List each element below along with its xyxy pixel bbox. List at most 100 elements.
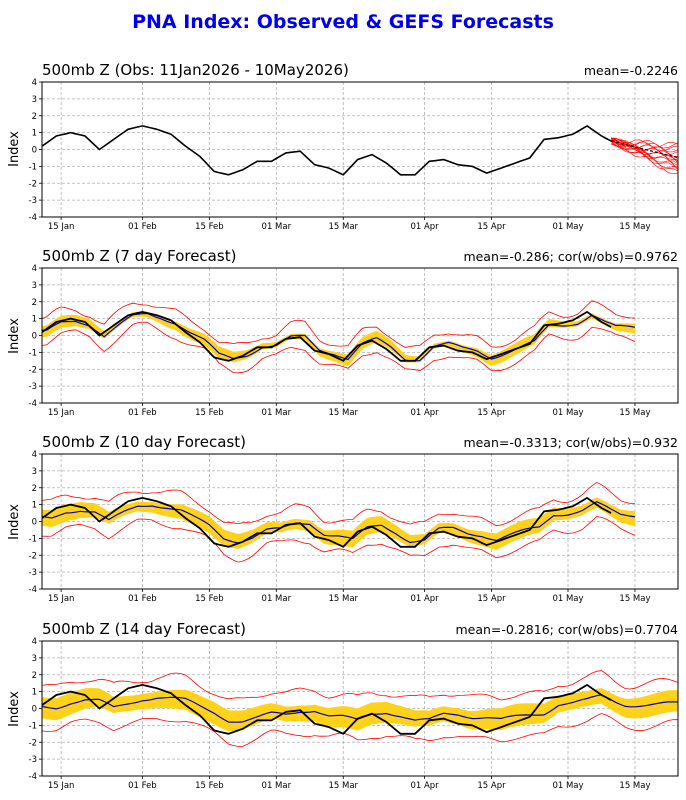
panel-title: 500mb Z (Obs: 11Jan2026 - 10May2026)	[42, 61, 349, 79]
x-tick-label: 15 Mar	[328, 781, 358, 791]
y-axis-label: Index	[7, 131, 22, 167]
plot-area: 4 3 2 1 0 -1 -2 -3 -4 15 Jan 01 Feb 15 Feb 01 Mar 15 …	[29, 78, 679, 232]
member-line	[610, 139, 679, 161]
x-tick-label: 01 May	[552, 408, 583, 418]
max-line	[41, 481, 635, 527]
y-tick-label: 2	[32, 484, 37, 494]
member-line	[610, 143, 679, 169]
x-tick-label: 15 Apr	[477, 781, 506, 791]
x-tick-label: 15 Jan	[48, 408, 75, 418]
x-tick-label: 01 Apr	[410, 222, 439, 232]
x-tick-label: 15 Apr	[477, 594, 506, 604]
y-tick-label: 1	[32, 315, 37, 325]
x-tick-label: 01 Mar	[262, 594, 292, 604]
panel-7day: 500mb Z (7 day Forecast) mean=-0.286; co…	[7, 247, 679, 418]
y-tick-label: -4	[29, 585, 37, 595]
y-tick-label: 3	[32, 281, 37, 291]
y-tick-label: -2	[29, 551, 37, 561]
y-tick-label: -2	[29, 179, 37, 189]
y-tick-label: 4	[32, 637, 37, 647]
min-line	[41, 516, 636, 563]
x-tick-label: 15 Apr	[477, 222, 506, 232]
y-tick-label: 1	[32, 688, 37, 698]
y-tick-label: -3	[29, 755, 37, 765]
forecast-mean-line	[610, 140, 679, 159]
y-tick-label: -2	[29, 365, 37, 375]
plot-area: 4 3 2 1 0 -1 -2 -3 -4 15 Jan 01 Feb 15 Feb 01 Mar 15 …	[29, 450, 679, 604]
panel-stats: mean=-0.2816; cor(w/obs)=0.7704	[455, 622, 678, 637]
member-line	[610, 141, 679, 163]
y-tick-label: 4	[32, 450, 37, 460]
y-axis-label: Index	[7, 504, 22, 540]
x-tick-label: 01 May	[552, 594, 583, 604]
panel-stats: mean=-0.2246	[584, 63, 678, 78]
x-tick-label: 01 Apr	[410, 594, 439, 604]
x-tick-label: 15 May	[619, 222, 650, 232]
observed-line	[41, 124, 612, 176]
y-tick-label: -2	[29, 738, 37, 748]
x-tick-label: 01 Feb	[128, 594, 157, 604]
member-line	[610, 138, 679, 164]
member-line	[611, 137, 679, 149]
x-tick-label: 01 Feb	[128, 222, 157, 232]
x-tick-label: 15 Feb	[195, 781, 224, 791]
min-line	[41, 713, 679, 747]
ensemble-mean-line	[41, 501, 636, 544]
figure-title: PNA Index: Observed & GEFS Forecasts	[132, 11, 554, 33]
observed-line	[41, 310, 612, 362]
y-tick-label: 2	[32, 671, 37, 681]
x-tick-label: 01 Apr	[410, 408, 439, 418]
x-tick-label: 15 Jan	[48, 222, 75, 232]
x-tick-label: 15 Mar	[328, 408, 358, 418]
y-axis-label: Index	[7, 691, 22, 727]
plot-area: 4 3 2 1 0 -1 -2 -3 -4 15 Jan 01 Feb 15 Feb 01 Mar 15 …	[29, 637, 679, 791]
x-tick-label: 01 May	[552, 781, 583, 791]
x-tick-label: 15 Mar	[328, 594, 358, 604]
max-line	[41, 670, 679, 701]
panel-title: 500mb Z (7 day Forecast)	[42, 247, 236, 265]
y-tick-label: 3	[32, 467, 37, 477]
x-tick-label: 15 Apr	[477, 408, 506, 418]
x-tick-label: 01 Apr	[410, 781, 439, 791]
x-tick-label: 01 May	[552, 222, 583, 232]
y-tick-label: 2	[32, 298, 37, 308]
observed-line	[41, 683, 612, 735]
y-tick-label: 4	[32, 264, 37, 274]
x-tick-label: 01 Mar	[262, 781, 292, 791]
y-tick-label: -1	[29, 348, 37, 358]
spread-band	[42, 311, 635, 367]
y-tick-label: -1	[29, 534, 37, 544]
y-tick-label: -1	[29, 721, 37, 731]
y-tick-label: 0	[32, 332, 37, 342]
x-tick-label: 01 Feb	[128, 408, 157, 418]
min-line	[41, 321, 636, 374]
x-tick-label: 15 Jan	[48, 594, 75, 604]
x-tick-label: 15 Feb	[195, 408, 224, 418]
x-tick-label: 15 May	[619, 781, 650, 791]
x-tick-label: 15 May	[619, 408, 650, 418]
y-tick-label: 4	[32, 78, 37, 88]
y-tick-label: -3	[29, 196, 37, 206]
x-tick-label: 15 Feb	[195, 222, 224, 232]
y-tick-label: 2	[32, 112, 37, 122]
y-tick-label: -3	[29, 382, 37, 392]
x-tick-label: 01 Feb	[128, 781, 157, 791]
max-line	[41, 300, 636, 348]
y-tick-label: -4	[29, 399, 37, 409]
panel-stats: mean=-0.286; cor(w/obs)=0.9762	[463, 249, 678, 264]
x-tick-label: 15 Feb	[195, 594, 224, 604]
member-line	[610, 140, 679, 170]
y-tick-label: -4	[29, 772, 37, 782]
y-tick-label: 0	[32, 146, 37, 156]
x-tick-label: 15 May	[619, 594, 650, 604]
y-tick-label: 0	[32, 518, 37, 528]
panel-stats: mean=-0.3313; cor(w/obs)=0.932	[463, 435, 678, 450]
y-tick-label: 1	[32, 501, 37, 511]
y-tick-label: 1	[32, 129, 37, 139]
y-axis-label: Index	[7, 318, 22, 354]
panel-14day: 500mb Z (14 day Forecast) mean=-0.2816; …	[7, 620, 679, 791]
spread-band	[42, 497, 635, 550]
panel-title: 500mb Z (10 day Forecast)	[42, 433, 246, 451]
y-tick-label: 3	[32, 654, 37, 664]
